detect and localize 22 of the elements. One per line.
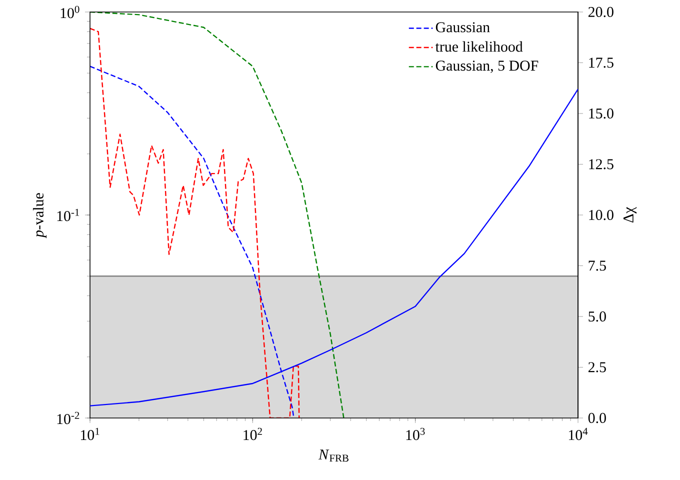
y2-tick-label: 12.5	[589, 159, 614, 170]
y2-tick-label: 15.0	[589, 108, 614, 119]
x-tick-label: 10$^{4}$	[568, 428, 588, 440]
y-tick-label: 10$^{-2}$	[57, 412, 80, 424]
y-tick-label: 10$^{-1}$	[57, 208, 80, 222]
y2-axis-title: Δχ	[623, 206, 637, 223]
y2-tick-label: 7.5	[588, 260, 606, 271]
x-tick-label: 10$^{2}$	[244, 428, 262, 440]
x-tick-label: 10$^{3}$	[406, 428, 425, 440]
legend-label: Gaussian	[436, 22, 490, 32]
y-axis-title: p-value	[32, 193, 47, 238]
x-tick-label: 10$^{1}$	[80, 428, 100, 440]
legend-label: Gaussian, 5 DOF	[436, 60, 538, 73]
y2-tick-label: 2.5	[588, 362, 606, 372]
y2-tick-label: 20.0	[588, 6, 614, 18]
y2-tick-label: 17.5	[589, 58, 614, 68]
y2-tick-label: 0.0	[588, 412, 606, 424]
x-axis-title: N$_{FRB}$	[318, 450, 348, 462]
y2-tick-label: 10.0	[589, 210, 614, 220]
legend-label: true likelihood	[435, 41, 523, 52]
y2-tick-label: 5.0	[588, 311, 606, 322]
y-tick-label: 10$^{0}$	[60, 6, 80, 18]
